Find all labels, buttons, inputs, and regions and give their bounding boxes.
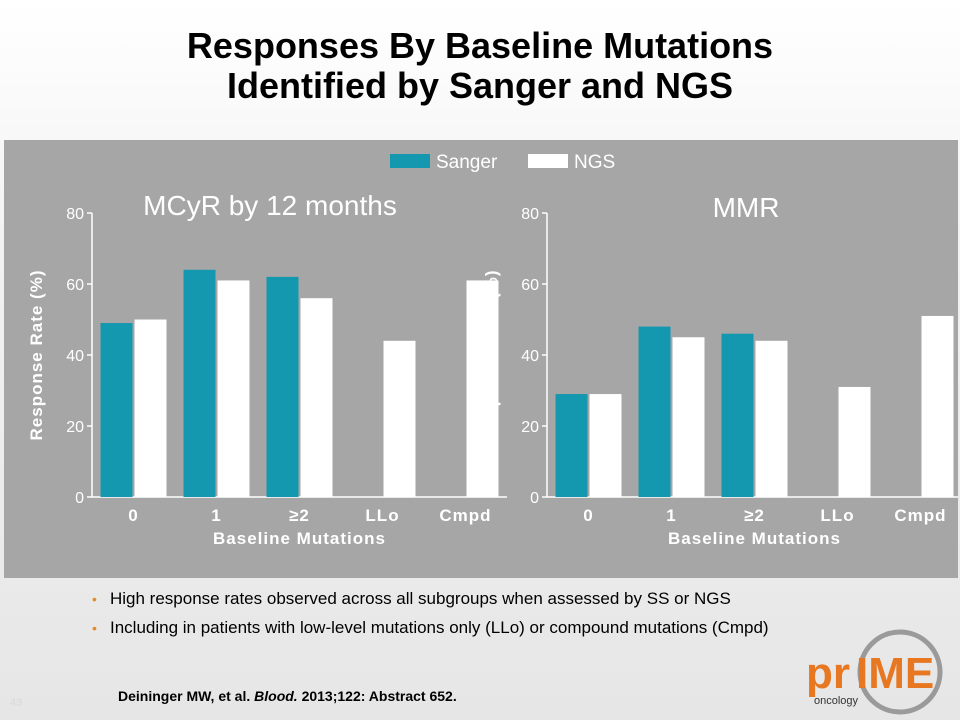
legend-swatch-sanger <box>390 154 430 168</box>
legend-label-ngs: NGS <box>574 152 615 173</box>
chart1-y-axis-label: Response Rate (%) <box>27 270 46 441</box>
chart2-bar-sanger <box>638 326 671 497</box>
chart1-bar-sanger <box>266 276 299 497</box>
chart1-y-tick-label: 40 <box>66 348 84 365</box>
chart2-x-tick-label: 1 <box>666 506 676 525</box>
chart1-bar-ngs <box>383 340 416 497</box>
chart1-y-tick-label: 0 <box>75 490 84 507</box>
chart-panel: Sanger NGS MCyR by 12 months 0 20 40 60 80 Respo… <box>4 140 958 578</box>
chart2-y-tick-label: 0 <box>530 490 539 507</box>
chart2-bar-ngs <box>838 386 871 497</box>
chart2-x-tick-label: LLo <box>820 506 854 525</box>
chart1-y-tick-label: 80 <box>66 206 84 223</box>
slide-title: Responses By Baseline Mutations Identifi… <box>0 26 960 106</box>
logo-text-oncology: oncology <box>814 695 859 707</box>
chart1-x-tick-label: Cmpd <box>439 506 491 525</box>
bullet-text: High response rates observed across all … <box>110 589 731 608</box>
chart1-bar-ngs <box>134 319 167 497</box>
chart2-x-tick-label: ≥2 <box>744 506 765 525</box>
chart2-y-tick-label: 40 <box>521 348 539 365</box>
chart2-bar-sanger <box>721 333 754 497</box>
chart1-title: MCyR by 12 months <box>143 190 397 221</box>
chart2-y-tick-label: 80 <box>521 206 539 223</box>
citation-journal: Blood. <box>254 688 298 704</box>
logo-text-ime: IME <box>856 649 934 698</box>
chart1-x-axis-label: Baseline Mutations <box>213 529 386 548</box>
logo-text-pr: pr <box>806 649 850 698</box>
chart2-bar-ngs <box>589 394 622 497</box>
prime-oncology-logo: pr IME oncology <box>806 629 943 715</box>
chart2-title: MMR <box>713 192 780 223</box>
chart1-y-tick-label: 60 <box>66 277 84 294</box>
chart2-x-axis-label: Baseline Mutations <box>668 529 841 548</box>
bullet-item: • High response rates observed across al… <box>90 589 890 609</box>
chart1-y-tick-label: 20 <box>66 419 84 436</box>
chart1-bar-ngs <box>217 280 250 497</box>
chart2-bar-ngs <box>672 337 705 497</box>
chart1-x-tick-label: 0 <box>128 506 138 525</box>
logo-ring <box>857 629 943 715</box>
bullet-marker: • <box>92 591 97 607</box>
chart2-bar-sanger <box>555 394 588 497</box>
chart1-bar-sanger <box>100 323 133 497</box>
chart2-bar-ngs <box>755 340 788 497</box>
legend-label-sanger: Sanger <box>436 152 498 173</box>
bullet-item: • Including in patients with low-level m… <box>90 618 890 638</box>
title-line-2: Identified by Sanger and NGS <box>226 65 734 106</box>
chart2-y-tick-label: 20 <box>521 419 539 436</box>
slide-number: 43 <box>10 697 23 709</box>
chart1-x-tick-label: LLo <box>365 506 399 525</box>
bullet-marker: • <box>92 620 97 636</box>
chart2-x-tick-label: 0 <box>583 506 593 525</box>
chart1-bar-sanger <box>183 269 216 497</box>
chart1-bar-ngs <box>300 298 333 497</box>
chart1-x-tick-label: ≥2 <box>289 506 310 525</box>
chart1-bar-ngs <box>466 280 499 497</box>
charts-svg: Sanger NGS MCyR by 12 months 0 20 40 60 80 Respo… <box>27 152 958 548</box>
legend-swatch-ngs <box>528 154 568 168</box>
citation: Deininger MW, et al. Blood. 2013;122: Ab… <box>118 688 457 704</box>
citation-details: 2013;122: Abstract 652. <box>301 688 457 704</box>
chart2-bar-ngs <box>921 315 954 497</box>
chart2-y-tick-label: 60 <box>521 277 539 294</box>
chart2-x-tick-label: Cmpd <box>894 506 946 525</box>
bullet-text: Including in patients with low-level mut… <box>110 618 769 637</box>
chart1-x-tick-label: 1 <box>211 506 221 525</box>
chart2-y-axis-label: Response Rate (%) <box>482 270 501 441</box>
citation-authors: Deininger MW, et al. <box>118 688 251 704</box>
title-line-1: Responses By Baseline Mutations <box>186 25 774 66</box>
bullet-list: • High response rates observed across al… <box>90 589 890 647</box>
